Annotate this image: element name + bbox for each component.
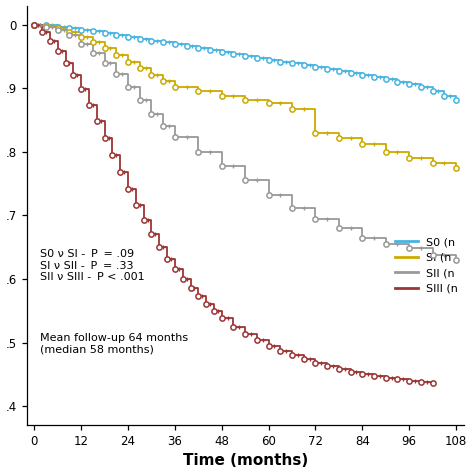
Text: S0 ν SI -  P  = .09
SI ν SII -  P  = .33
SII ν SIII -  P < .001: S0 ν SI - P = .09 SI ν SII - P = .33 SII… <box>40 249 144 282</box>
Text: Mean follow-up 64 months
(median 58 months): Mean follow-up 64 months (median 58 mont… <box>40 333 188 355</box>
Legend: S0 (n, SI (n, SII (n, SIII (n: S0 (n, SI (n, SII (n, SIII (n <box>395 237 458 294</box>
X-axis label: Time (months): Time (months) <box>182 454 308 468</box>
